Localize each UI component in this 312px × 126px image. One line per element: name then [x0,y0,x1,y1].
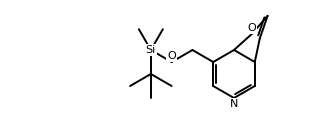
Text: Si: Si [146,45,156,55]
Text: O: O [167,51,176,61]
Text: N: N [230,99,238,109]
Text: O: O [247,23,256,33]
